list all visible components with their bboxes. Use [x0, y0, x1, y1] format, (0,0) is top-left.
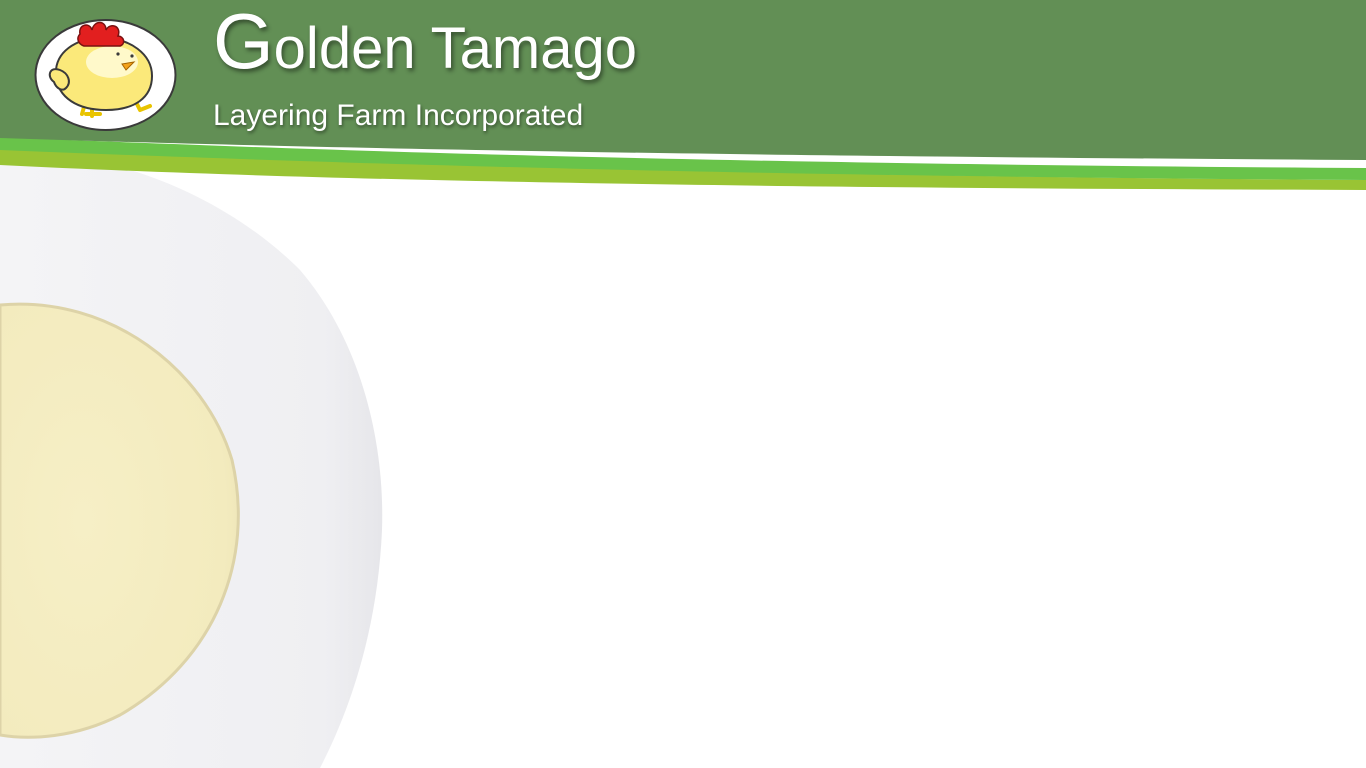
- header-green-band: [0, 0, 1366, 160]
- header-light-stripe: [0, 137, 1366, 180]
- logo[interactable]: [34, 18, 177, 132]
- brand-title-rest: olden Tamago: [273, 16, 637, 81]
- egg-yolk-shape: [0, 302, 240, 739]
- brand-subtitle: Layering Farm Incorporated: [213, 99, 584, 132]
- header-lime-stripe: [0, 145, 1366, 190]
- chick-icon: [34, 19, 177, 131]
- brand-title-initial: G: [213, 0, 274, 85]
- header-banner: [0, 0, 1366, 190]
- brand-title: Golden Tamago: [213, 2, 637, 80]
